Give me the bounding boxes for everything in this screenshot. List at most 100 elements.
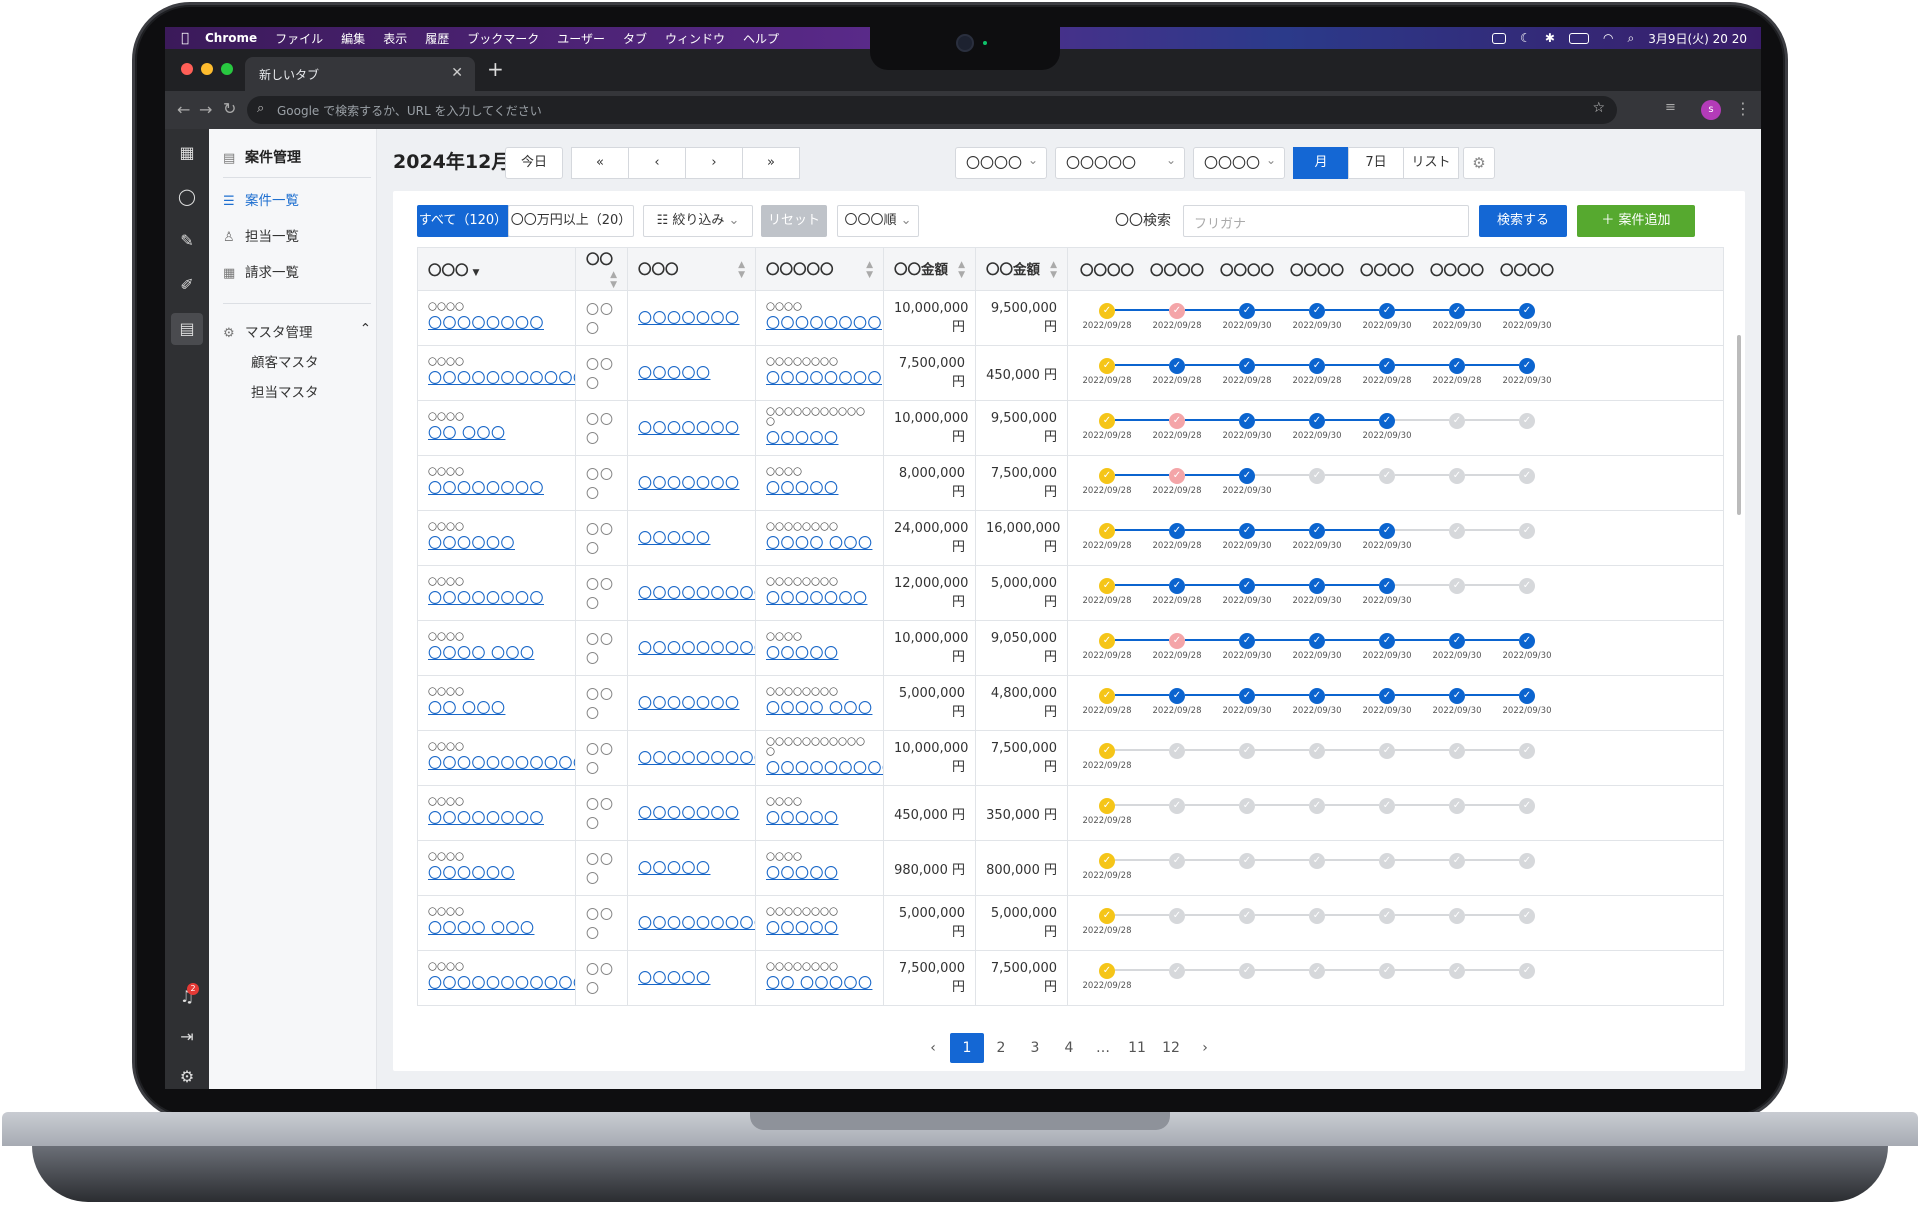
bluetooth-icon[interactable]: ✱ (1544, 31, 1555, 45)
minimize-window-button[interactable] (201, 63, 213, 75)
progress-step[interactable]: ✓ (1212, 797, 1282, 814)
staff-link[interactable]: 〇〇〇〇〇 (766, 921, 839, 937)
progress-step[interactable]: ✓ 2022/09/30 (1212, 632, 1282, 661)
progress-step[interactable]: ✓ 2022/09/28 (1072, 687, 1142, 716)
progress-step[interactable]: ✓ 2022/09/28 (1142, 412, 1212, 441)
close-tab-icon[interactable]: ✕ (451, 65, 463, 81)
page-number[interactable]: 3 (1030, 1040, 1040, 1056)
progress-step[interactable]: ✓ 2022/09/28 (1072, 522, 1142, 551)
table-row[interactable]: 〇〇〇〇〇〇〇〇〇〇〇〇〇〇〇〇〇〇〇〇〇〇〇〇〇〇〇〇〇〇〇〇〇〇〇〇〇〇〇〇… (417, 345, 1724, 401)
progress-step[interactable]: ✓ 2022/09/28 (1072, 797, 1142, 826)
client-link[interactable]: 〇〇〇〇〇〇〇〇〇 (638, 586, 756, 602)
edit-icon[interactable]: ✎ (180, 231, 194, 250)
menubar-item[interactable]: 履歴 (425, 31, 450, 46)
add-case-button[interactable]: ＋ 案件追加 (1577, 205, 1695, 237)
table-row[interactable]: 〇〇〇〇 〇〇〇〇〇〇〇〇 〇〇〇 〇〇〇〇〇〇〇 〇〇〇〇 〇〇〇〇〇〇〇〇 10,000… (417, 290, 1724, 346)
sidebar-master-toggle[interactable]: ⚙ マスタ管理 ⌃ (223, 321, 371, 341)
progress-step[interactable]: ✓ (1352, 852, 1422, 869)
profile-avatar[interactable]: s (1701, 100, 1721, 120)
progress-step[interactable]: ✓ (1492, 522, 1562, 539)
case-name-link[interactable]: 〇〇〇〇〇〇〇〇〇〇〇〇 (428, 756, 575, 772)
omnibox[interactable]: ⌕ Google で検索するか、URL を入力してください ☆ (247, 96, 1617, 124)
progress-step[interactable]: ✓ (1212, 962, 1282, 979)
progress-step[interactable]: ✓ 2022/09/30 (1352, 302, 1422, 331)
progress-step[interactable]: ✓ (1352, 907, 1422, 924)
progress-step[interactable]: ✓ 2022/09/28 (1142, 522, 1212, 551)
progress-step[interactable]: ✓ 2022/09/28 (1072, 852, 1142, 881)
progress-step[interactable]: ✓ (1352, 797, 1422, 814)
chat-icon[interactable]: ◯ (178, 187, 196, 206)
client-link[interactable]: 〇〇〇〇〇〇〇 (638, 421, 740, 437)
progress-step[interactable]: ✓ 2022/09/28 (1142, 357, 1212, 386)
reset-button[interactable]: リセット (761, 205, 827, 237)
client-link[interactable]: 〇〇〇〇〇〇〇〇〇 (638, 641, 756, 657)
first-page-button[interactable]: « (571, 147, 629, 179)
client-link[interactable]: 〇〇〇〇〇〇〇 (638, 311, 740, 327)
menubar-app[interactable]: Chrome (205, 31, 258, 45)
progress-step[interactable]: ✓ (1212, 742, 1282, 759)
progress-step[interactable]: ✓ 2022/09/28 (1422, 357, 1492, 386)
progress-step[interactable]: ✓ 2022/09/30 (1212, 302, 1282, 331)
progress-step[interactable]: ✓ (1492, 852, 1562, 869)
sidebar-item-invoices[interactable]: ▦ 請求一覧 (223, 265, 299, 281)
progress-step[interactable]: ✓ (1492, 577, 1562, 594)
progress-step[interactable]: ✓ 2022/09/28 (1072, 577, 1142, 606)
column-header[interactable]: 〇〇 ▲ ▼ (575, 247, 628, 291)
gear-icon[interactable]: ⚙ (179, 1067, 195, 1086)
case-name-link[interactable]: 〇〇〇〇〇〇〇〇〇〇〇〇 (428, 976, 575, 992)
progress-step[interactable]: ✓ 2022/09/30 (1282, 522, 1352, 551)
client-link[interactable]: 〇〇〇〇〇〇〇〇〇 (638, 751, 756, 767)
staff-link[interactable]: 〇〇 〇〇〇〇〇 (766, 976, 873, 992)
table-row[interactable]: 〇〇〇〇 〇〇〇〇〇〇 〇〇〇 〇〇〇〇〇 〇〇〇〇 〇〇〇〇〇 980,000 円 800,… (417, 840, 1724, 896)
progress-step[interactable]: ✓ 2022/09/30 (1352, 412, 1422, 441)
reload-icon[interactable]: ↻ (223, 99, 237, 118)
progress-step[interactable]: ✓ 2022/09/30 (1282, 412, 1352, 441)
table-row[interactable]: 〇〇〇〇 〇〇〇〇〇〇〇〇 〇〇〇 〇〇〇〇〇〇〇〇〇 〇〇〇〇〇〇〇〇 〇〇〇〇〇〇〇 1… (417, 565, 1724, 621)
today-button[interactable]: 今日 (505, 147, 563, 179)
case-name-link[interactable]: 〇〇〇〇〇〇〇〇 (428, 481, 544, 497)
staff-link[interactable]: 〇〇〇〇〇 (766, 866, 839, 882)
progress-step[interactable]: ✓ (1422, 907, 1492, 924)
menubar-item[interactable]: タブ (623, 31, 648, 46)
progress-step[interactable]: ✓ (1492, 467, 1562, 484)
sidebar-item-staff[interactable]: ♙ 担当一覧 (223, 229, 299, 245)
progress-step[interactable]: ✓ 2022/09/28 (1072, 412, 1142, 441)
progress-step[interactable]: ✓ (1422, 742, 1492, 759)
case-name-link[interactable]: 〇〇〇〇〇〇 (428, 536, 515, 552)
progress-step[interactable]: ✓ (1142, 962, 1212, 979)
progress-step[interactable]: ✓ (1422, 797, 1492, 814)
sort-order-dropdown[interactable]: 〇〇〇順 ⌄ (837, 205, 919, 237)
progress-step[interactable]: ✓ 2022/09/28 (1212, 357, 1282, 386)
staff-link[interactable]: 〇〇〇〇〇〇〇 (766, 591, 868, 607)
progress-step[interactable]: ✓ (1422, 962, 1492, 979)
page-number[interactable]: 2 (996, 1040, 1006, 1056)
progress-step[interactable]: ✓ (1282, 962, 1352, 979)
staff-link[interactable]: 〇〇〇〇〇 (766, 646, 839, 662)
menubar-item[interactable]: 編集 (341, 31, 366, 46)
filter-select-1[interactable]: 〇〇〇〇 ⌄ (955, 147, 1047, 179)
progress-step[interactable]: ✓ (1142, 907, 1212, 924)
progress-step[interactable]: ✓ (1352, 962, 1422, 979)
case-name-link[interactable]: 〇〇〇〇〇〇〇〇 (428, 591, 544, 607)
wifi-icon[interactable]: ◠ (1602, 31, 1614, 45)
battery-icon[interactable] (1568, 32, 1589, 44)
client-link[interactable]: 〇〇〇〇〇〇〇 (638, 696, 740, 712)
table-row[interactable]: 〇〇〇〇 〇〇〇〇〇〇〇〇 〇〇〇 〇〇〇〇〇〇〇 〇〇〇〇 〇〇〇〇〇 8,000,000… (417, 455, 1724, 511)
progress-step[interactable]: ✓ 2022/09/30 (1212, 467, 1282, 496)
table-row[interactable]: 〇〇〇〇 〇〇〇〇 〇〇〇 〇〇〇 〇〇〇〇〇〇〇〇〇 〇〇〇〇〇〇〇〇 〇〇〇〇〇 5,0… (417, 895, 1724, 951)
progress-step[interactable]: ✓ 2022/09/30 (1492, 357, 1562, 386)
progress-step[interactable]: ✓ 2022/09/30 (1212, 687, 1282, 716)
progress-step[interactable]: ✓ 2022/09/30 (1422, 302, 1492, 331)
table-row[interactable]: 〇〇〇〇 〇〇 〇〇〇 〇〇〇 〇〇〇〇〇〇〇 〇〇〇〇〇〇〇〇 〇〇〇〇 〇〇〇 5,00… (417, 675, 1724, 731)
table-row[interactable]: 〇〇〇〇〇〇〇〇〇〇〇〇〇〇〇〇〇〇〇〇〇〇〇〇〇〇〇〇〇〇〇〇〇〇〇〇〇〇〇〇… (417, 730, 1724, 786)
progress-step[interactable]: ✓ (1142, 797, 1212, 814)
staff-link[interactable]: 〇〇〇〇〇〇〇〇〇 (766, 761, 884, 777)
staff-link[interactable]: 〇〇〇〇 〇〇〇 (766, 536, 873, 552)
menubar-item[interactable]: ブックマーク (467, 31, 540, 46)
progress-step[interactable]: ✓ 2022/09/30 (1492, 687, 1562, 716)
menu-kebab-icon[interactable]: ⋮ (1735, 99, 1751, 118)
progress-step[interactable]: ✓ 2022/09/28 (1142, 632, 1212, 661)
progress-step[interactable]: ✓ (1492, 962, 1562, 979)
progress-step[interactable]: ✓ 2022/09/30 (1282, 687, 1352, 716)
